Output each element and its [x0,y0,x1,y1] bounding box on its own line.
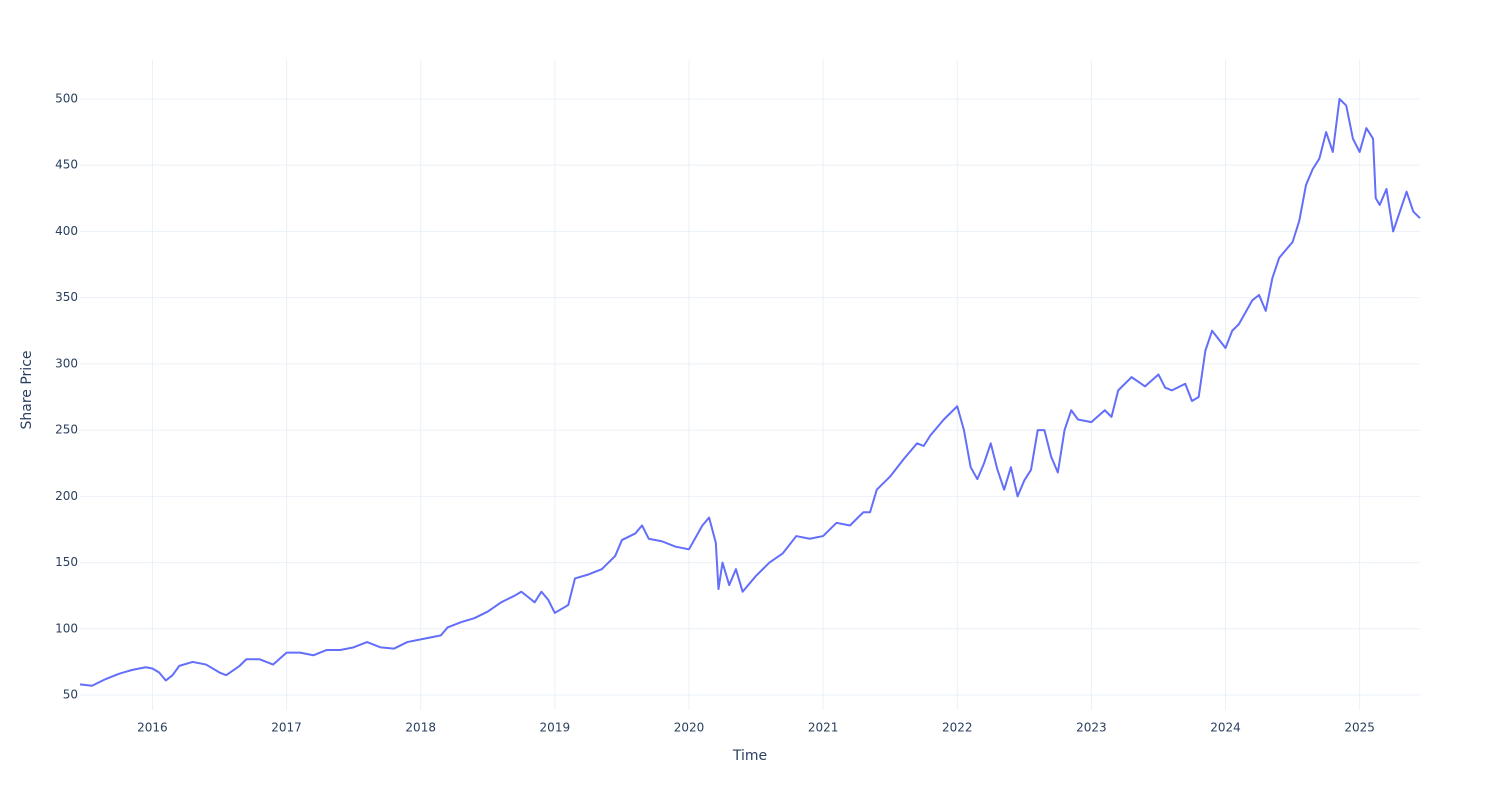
x-tick-label: 2024 [1210,721,1241,735]
x-tick-label: 2020 [674,721,705,735]
y-tick-label: 200 [55,489,78,503]
x-axis-title: Time [732,748,767,764]
x-tick-label: 2016 [137,721,168,735]
x-tick-label: 2018 [405,721,436,735]
y-tick-label: 150 [55,555,78,569]
y-tick-label: 500 [55,91,78,105]
y-tick-label: 50 [63,688,78,702]
x-tick-label: 2022 [942,721,973,735]
y-tick-label: 100 [55,621,78,635]
y-tick-label: 400 [55,224,78,238]
x-tick-label: 2025 [1344,721,1375,735]
x-tick-label: 2023 [1076,721,1107,735]
x-tick-label: 2017 [271,721,302,735]
x-tick-label: 2021 [808,721,839,735]
y-axis-title: Share Price [19,350,35,429]
y-tick-label: 450 [55,158,78,172]
x-tick-label: 2019 [540,721,571,735]
y-tick-label: 350 [55,290,78,304]
price-line [79,97,1421,687]
y-tick-label: 300 [55,356,78,370]
y-tick-label: 250 [55,423,78,437]
